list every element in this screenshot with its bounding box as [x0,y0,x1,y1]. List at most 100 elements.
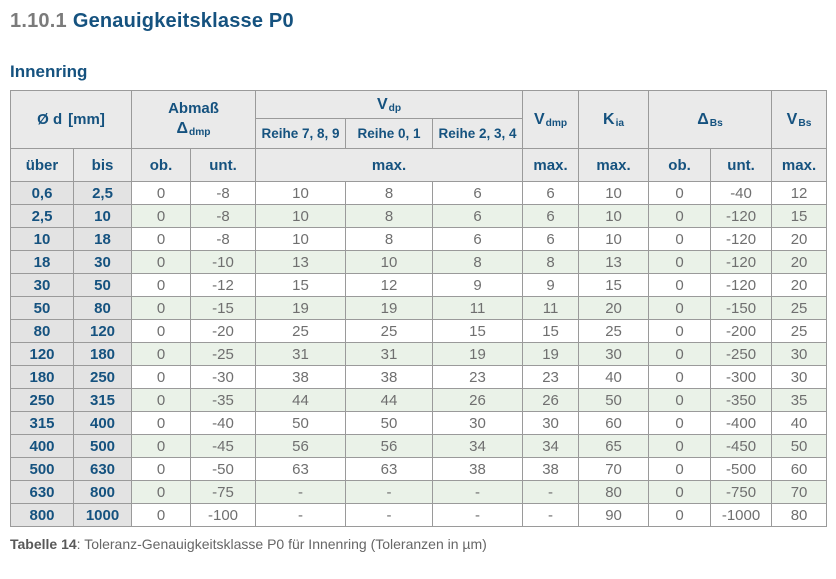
value-cell: 10 [578,204,650,228]
value-cell: -25 [190,342,257,366]
value-cell: - [522,480,580,504]
value-cell: - [255,503,347,527]
value-cell: 80 [771,503,828,527]
value-cell: 13 [578,250,650,274]
table-row: 500 630 0 -50 63 63 38 38 70 0 -500 60 [10,457,828,481]
diameter-cell: 2,5 [72,181,133,205]
table-row: 18 30 0 -10 13 10 8 8 13 0 -120 20 [10,250,828,274]
value-cell: -300 [710,365,773,389]
value-cell: 23 [522,365,580,389]
value-cell: 23 [432,365,524,389]
diameter-cell: 1000 [72,503,133,527]
diameter-cell: 120 [10,342,74,366]
value-cell: -120 [710,250,773,274]
value-cell: 0 [648,388,712,412]
value-cell: 19 [345,296,434,320]
section-number: 1.10.1 [10,10,67,32]
table-row: 250 315 0 -35 44 44 26 26 50 0 -350 35 [10,388,828,412]
value-cell: 0 [131,411,192,435]
diameter-cell: 500 [72,434,133,458]
value-cell: 50 [345,411,434,435]
value-cell: 56 [255,434,347,458]
table-row: 315 400 0 -40 50 50 30 30 60 0 -400 40 [10,411,828,435]
table-row: 0,6 2,5 0 -8 10 8 6 6 10 0 -40 12 [10,181,828,205]
value-cell: 20 [578,296,650,320]
value-cell: 50 [578,388,650,412]
col-header-reihe-789: Reihe 7, 8, 9 [255,118,347,149]
value-cell: 0 [648,480,712,504]
value-cell: 20 [771,250,828,274]
value-cell: 25 [578,319,650,343]
value-cell: 25 [771,296,828,320]
diameter-cell: 180 [10,365,74,389]
value-cell: 0 [131,273,192,297]
value-cell: -30 [190,365,257,389]
value-cell: 0 [131,319,192,343]
value-cell: 0 [131,457,192,481]
diameter-cell: 630 [10,480,74,504]
value-cell: 0 [648,296,712,320]
subheader-bis: bis [72,148,133,182]
value-cell: 38 [255,365,347,389]
value-cell: 56 [345,434,434,458]
diameter-cell: 30 [10,273,74,297]
value-cell: 0 [648,411,712,435]
caption-label: Tabelle 14 [10,536,77,552]
subheader-max-vdmp: max. [522,148,580,182]
value-cell: 15 [771,204,828,228]
value-cell: 25 [771,319,828,343]
value-cell: 60 [771,457,828,481]
diameter-cell: 10 [10,227,74,251]
value-cell: 8 [432,250,524,274]
table-row: 180 250 0 -30 38 38 23 23 40 0 -300 30 [10,365,828,389]
value-cell: 11 [522,296,580,320]
value-cell: 10 [255,227,347,251]
value-cell: 63 [255,457,347,481]
subheader-ob: ob. [131,148,192,182]
page-title: 1.10.1 Genauigkeitsklasse P0 [10,8,826,34]
value-cell: 44 [345,388,434,412]
value-cell: 9 [432,273,524,297]
value-cell: 0 [648,457,712,481]
value-cell: 0 [131,434,192,458]
col-header-kia: Kia [578,90,650,149]
diameter-cell: 18 [10,250,74,274]
col-header-diameter: Ø d [mm] [9,90,133,149]
value-cell: 65 [578,434,650,458]
value-cell: -150 [710,296,773,320]
value-cell: -35 [190,388,257,412]
value-cell: 25 [255,319,347,343]
subheader-unt: unt. [190,148,257,182]
value-cell: 30 [522,411,580,435]
table-row: 10 18 0 -8 10 8 6 6 10 0 -120 20 [10,227,828,251]
value-cell: 0 [131,227,192,251]
value-cell: 0 [648,273,712,297]
subheader-unt-dbs: unt. [710,148,773,182]
section-title: Genauigkeitsklasse P0 [72,10,294,32]
value-cell: -20 [190,319,257,343]
value-cell: 38 [432,457,524,481]
subheader-max-vbs: max. [771,148,828,182]
value-cell: -40 [710,181,773,205]
value-cell: 20 [771,273,828,297]
value-cell: -450 [710,434,773,458]
value-cell: 6 [522,227,580,251]
value-cell: 6 [432,227,524,251]
table-body: 0,6 2,5 0 -8 10 8 6 6 10 0 -40 12 2,5 10 0 -8 10 8 6 6 10 0 -1… [10,181,828,527]
value-cell: 40 [578,365,650,389]
diameter-cell: 80 [10,319,74,343]
value-cell: 60 [578,411,650,435]
value-cell: 38 [522,457,580,481]
diameter-cell: 180 [72,342,133,366]
value-cell: 0 [131,181,192,205]
subheader-max-kia: max. [578,148,650,182]
diameter-cell: 400 [72,411,133,435]
value-cell: 8 [345,204,434,228]
value-cell: -750 [710,480,773,504]
diameter-cell: 800 [10,503,74,527]
diameter-cell: 80 [72,296,133,320]
value-cell: - [432,503,524,527]
value-cell: 31 [255,342,347,366]
value-cell: -8 [190,181,257,205]
value-cell: 0 [131,204,192,228]
